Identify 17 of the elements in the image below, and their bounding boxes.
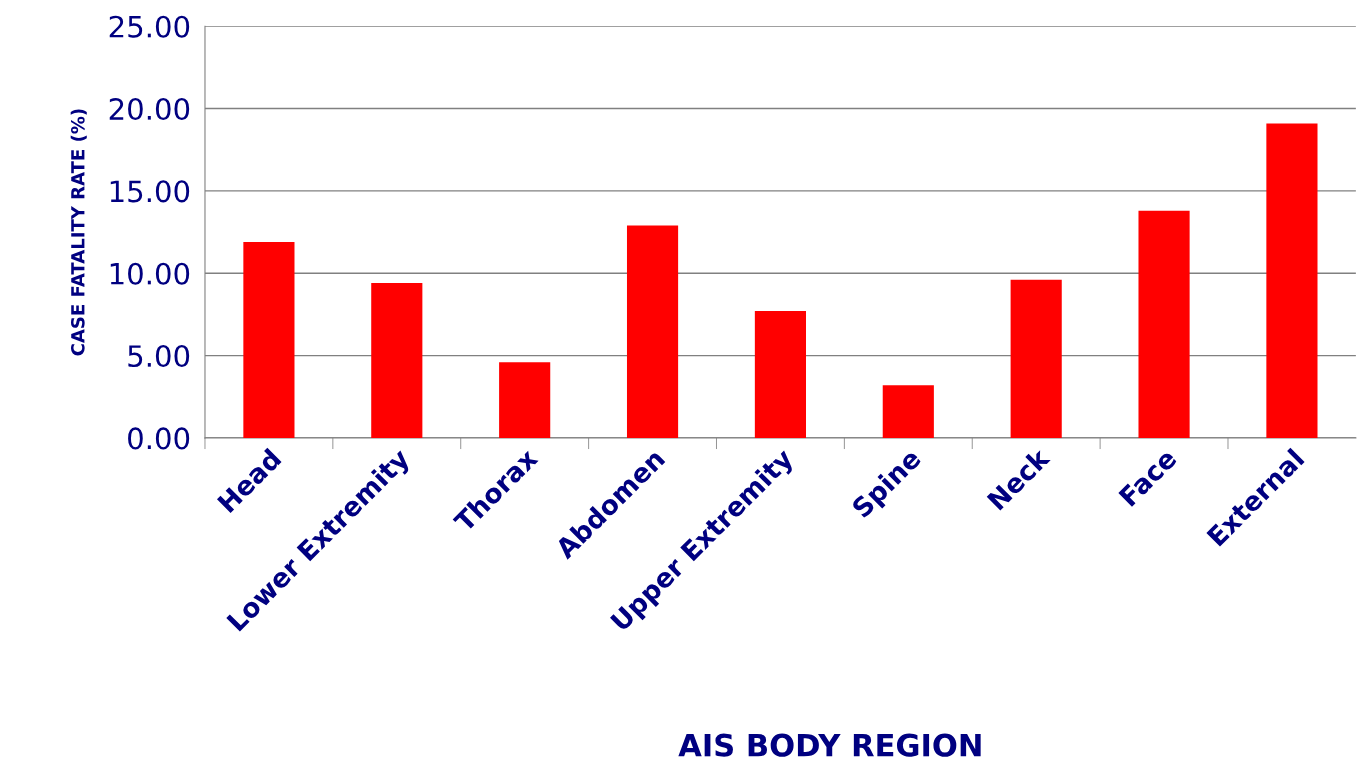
bar	[1138, 210, 1190, 438]
y-tick-label: 25.00	[109, 15, 190, 38]
bar	[243, 241, 295, 438]
bar	[882, 385, 934, 438]
x-axis-title: AIS BODY REGION	[678, 733, 981, 757]
bar	[626, 225, 679, 438]
bar	[754, 311, 806, 438]
y-tick-label: 0.00	[128, 427, 190, 450]
y-axis-title: CASE FATALITY RATE (%)	[70, 109, 87, 356]
y-tick-label: 15.00	[110, 180, 190, 203]
bar	[1010, 279, 1062, 438]
bar	[499, 362, 551, 438]
y-tick-label: 5.00	[128, 345, 190, 368]
y-tick-label: 20.00	[109, 97, 190, 121]
bar	[1266, 123, 1318, 438]
y-tick-label: 10.00	[110, 262, 190, 285]
bar	[371, 283, 423, 438]
